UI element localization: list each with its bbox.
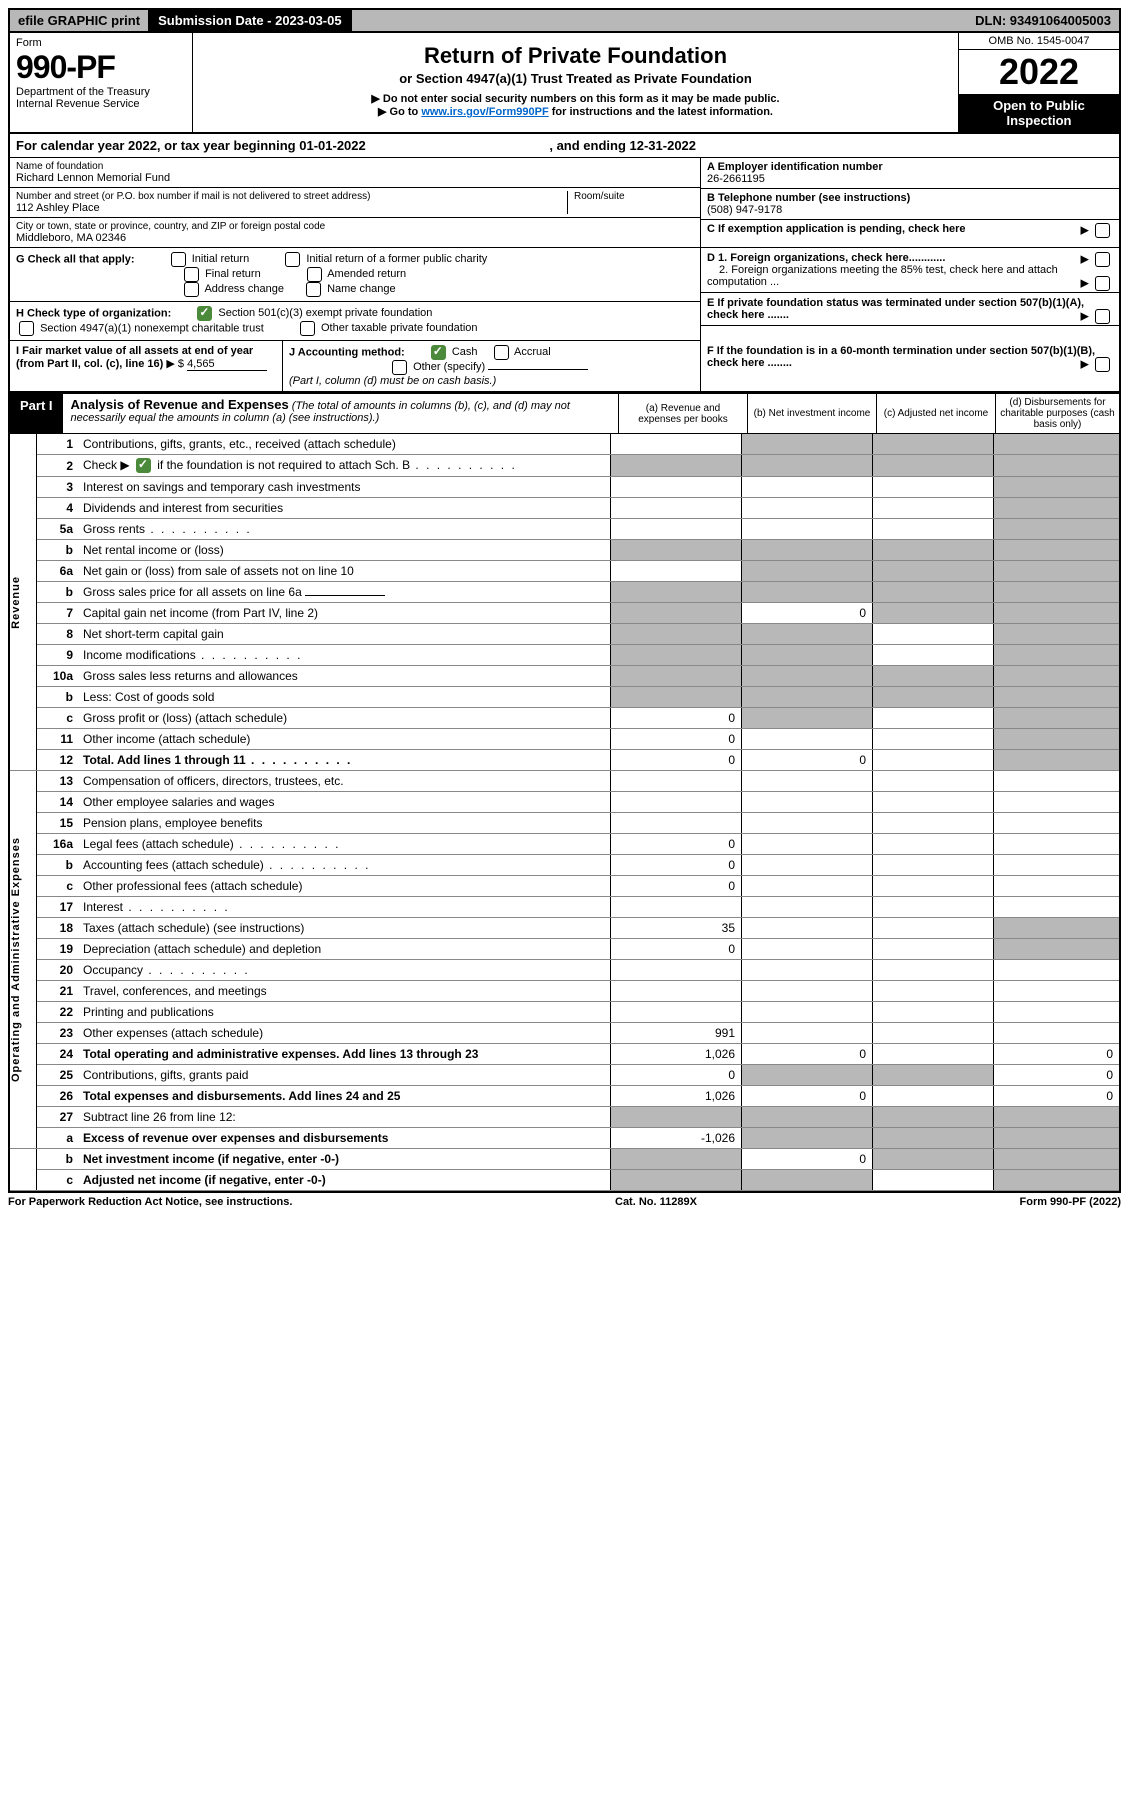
j-other[interactable] (392, 360, 407, 375)
efile-top-bar: efile GRAPHIC print Submission Date - 20… (8, 8, 1121, 33)
section-g-d: G Check all that apply: Initial return I… (8, 248, 1121, 341)
expenses-side-label: Operating and Administrative Expenses (9, 771, 37, 1149)
page-footer: For Paperwork Reduction Act Notice, see … (8, 1191, 1121, 1208)
part1-table: Revenue 1 Contributions, gifts, grants, … (8, 434, 1121, 1191)
note-link: ▶ Go to www.irs.gov/Form990PF for instru… (201, 105, 950, 118)
cat-no: Cat. No. 11289X (615, 1196, 697, 1208)
name-label: Name of foundation (16, 161, 694, 172)
paperwork-notice: For Paperwork Reduction Act Notice, see … (8, 1196, 292, 1208)
h-label: H Check type of organization: (16, 307, 171, 319)
col-c-header: (c) Adjusted net income (876, 394, 995, 433)
address: 112 Ashley Place (16, 202, 567, 214)
g-amended[interactable] (307, 267, 322, 282)
form-title: Return of Private Foundation (201, 43, 950, 69)
part1-tab: Part I (10, 394, 63, 433)
calendar-year-row: For calendar year 2022, or tax year begi… (8, 134, 1121, 158)
dln: DLN: 93491064005003 (967, 10, 1119, 31)
entity-info: Name of foundation Richard Lennon Memori… (8, 158, 1121, 248)
form-header: Form 990-PF Department of the Treasury I… (8, 33, 1121, 134)
form-footer: Form 990-PF (2022) (1020, 1196, 1121, 1208)
j-note: (Part I, column (d) must be on cash basi… (289, 375, 496, 387)
col-b-header: (b) Net investment income (747, 394, 876, 433)
ein: 26-2661195 (707, 173, 1113, 185)
i-value: 4,565 (187, 358, 267, 371)
j-accrual[interactable] (494, 345, 509, 360)
c-label: C If exemption application is pending, c… (707, 223, 966, 235)
g-initial-former[interactable] (285, 252, 300, 267)
g-final[interactable] (184, 267, 199, 282)
col-d-header: (d) Disbursements for charitable purpose… (995, 394, 1119, 433)
note-ssn: ▶ Do not enter social security numbers o… (201, 92, 950, 105)
phone: (508) 947-9178 (707, 204, 1113, 216)
irs: Internal Revenue Service (16, 98, 186, 110)
d1-label: D 1. Foreign organizations, check here..… (707, 252, 945, 264)
g-name[interactable] (306, 282, 321, 297)
foundation-name: Richard Lennon Memorial Fund (16, 172, 694, 184)
g-initial[interactable] (171, 252, 186, 267)
irs-link[interactable]: www.irs.gov/Form990PF (421, 106, 548, 118)
form-subtitle: or Section 4947(a)(1) Trust Treated as P… (201, 71, 950, 86)
col-a-header: (a) Revenue and expenses per books (618, 394, 747, 433)
f-checkbox[interactable] (1095, 357, 1110, 372)
phone-label: B Telephone number (see instructions) (707, 192, 1113, 204)
part1-header: Part I Analysis of Revenue and Expenses … (8, 392, 1121, 434)
h-501c3[interactable] (197, 306, 212, 321)
revenue-side-label: Revenue (9, 434, 37, 771)
c-checkbox[interactable] (1095, 223, 1110, 238)
efile-print[interactable]: efile GRAPHIC print (10, 10, 150, 31)
city-label: City or town, state or province, country… (16, 221, 694, 232)
form-number: 990-PF (16, 49, 186, 86)
d2-label: 2. Foreign organizations meeting the 85%… (707, 264, 1058, 288)
d1-checkbox[interactable] (1095, 252, 1110, 267)
tax-year: 2022 (959, 50, 1119, 94)
form-word: Form (16, 37, 186, 49)
e-checkbox[interactable] (1095, 309, 1110, 324)
g-label: G Check all that apply: (16, 253, 135, 265)
dept: Department of the Treasury (16, 86, 186, 98)
open-inspection: Open to Public Inspection (959, 94, 1119, 132)
omb-number: OMB No. 1545-0047 (959, 33, 1119, 50)
ein-label: A Employer identification number (707, 161, 1113, 173)
g-address[interactable] (184, 282, 199, 297)
part1-title: Analysis of Revenue and Expenses (71, 397, 289, 412)
schb-checkbox[interactable] (136, 458, 151, 473)
room-label: Room/suite (574, 191, 694, 202)
addr-label: Number and street (or P.O. box number if… (16, 191, 567, 202)
f-label: F If the foundation is in a 60-month ter… (707, 345, 1095, 369)
j-label: J Accounting method: (289, 346, 405, 358)
d2-checkbox[interactable] (1095, 276, 1110, 291)
section-i-j-f: I Fair market value of all assets at end… (8, 341, 1121, 392)
h-other-tax[interactable] (300, 321, 315, 336)
h-4947[interactable] (19, 321, 34, 336)
j-cash[interactable] (431, 345, 446, 360)
submission-date: Submission Date - 2023-03-05 (150, 10, 352, 31)
e-label: E If private foundation status was termi… (707, 297, 1084, 321)
city-state-zip: Middleboro, MA 02346 (16, 232, 694, 244)
